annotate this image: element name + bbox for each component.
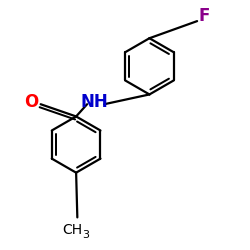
Text: 3: 3 (82, 230, 89, 240)
Text: F: F (199, 7, 210, 25)
Text: O: O (24, 93, 38, 111)
Text: CH: CH (62, 222, 82, 236)
Text: NH: NH (80, 93, 108, 111)
